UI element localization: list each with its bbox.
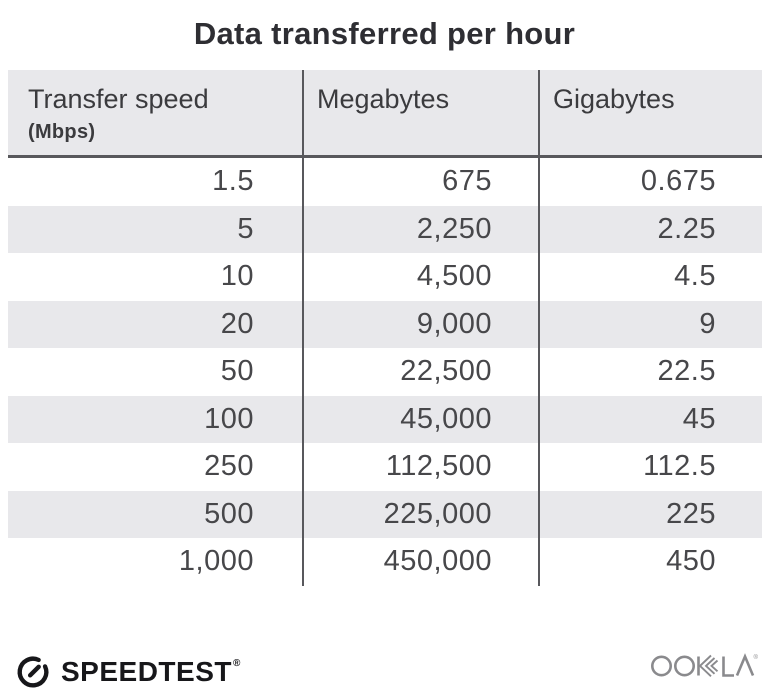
header-megabytes: Megabytes: [302, 70, 538, 155]
cell-megabytes: 9,000: [302, 300, 538, 348]
cell-megabytes: 225,000: [302, 490, 538, 538]
table-row: 250 112,500 112.5: [8, 443, 762, 491]
registered-trademark-icon: ®: [232, 658, 241, 669]
ookla-wordmark-icon: ®: [651, 653, 759, 677]
ookla-logo: ®: [650, 650, 759, 685]
cell-megabytes: 112,500: [302, 443, 538, 491]
cell-speed: 100: [204, 402, 254, 435]
cell-speed: 50: [220, 355, 254, 388]
cell-megabytes: 4,500: [302, 253, 538, 301]
table-row: 500 225,000 225: [8, 490, 762, 538]
cell-gigabytes: 9: [538, 300, 762, 348]
table-row: 1,000 450,000 450: [8, 538, 762, 586]
cell-speed: 1.5: [212, 165, 254, 198]
cell-gigabytes: 22.5: [538, 348, 762, 396]
cell-gigabytes: 45: [538, 395, 762, 443]
cell-speed: 250: [204, 450, 254, 483]
table-header-row: Transfer speed (Mbps) Megabytes Gigabyte…: [8, 70, 762, 158]
header-mbps-unit: (Mbps): [28, 121, 96, 144]
cell-speed: 5: [237, 212, 254, 245]
cell-gigabytes: 4.5: [538, 253, 762, 301]
data-table: Transfer speed (Mbps) Megabytes Gigabyte…: [8, 70, 762, 586]
page-title: Data transferred per hour: [193, 16, 576, 51]
header-transfer-speed: Transfer speed (Mbps): [8, 70, 302, 155]
table-row: 10 4,500 4.5: [8, 253, 762, 301]
table-row: 100 45,000 45: [8, 395, 762, 443]
header-gigabytes: Gigabytes: [538, 70, 762, 155]
cell-speed: 10: [220, 260, 254, 293]
cell-megabytes: 2,250: [302, 205, 538, 253]
cell-megabytes: 450,000: [302, 538, 538, 586]
cell-gigabytes: 2.25: [538, 205, 762, 253]
speedtest-logo: SPEEDTEST ®: [14, 653, 241, 691]
speedtest-gauge-icon: [17, 656, 49, 688]
cell-gigabytes: 450: [538, 538, 762, 586]
cell-speed: 1,000: [178, 545, 254, 578]
cell-speed: 20: [220, 307, 254, 340]
cell-megabytes: 22,500: [302, 348, 538, 396]
table-row: 50 22,500 22.5: [8, 348, 762, 396]
table-row: 5 2,250 2.25: [8, 205, 762, 253]
cell-gigabytes: 112.5: [538, 443, 762, 491]
cell-speed: 500: [204, 497, 254, 530]
cell-megabytes: 45,000: [302, 395, 538, 443]
header-transfer-speed-label: Transfer speed: [28, 84, 209, 114]
table-row: 20 9,000 9: [8, 300, 762, 348]
cell-gigabytes: 0.675: [538, 158, 762, 206]
table-row: 1.5 675 0.675: [8, 158, 762, 206]
cell-gigabytes: 225: [538, 490, 762, 538]
ookla-registered-trademark-icon: ®: [754, 654, 759, 661]
cell-megabytes: 675: [302, 158, 538, 206]
table-body: 1.5 675 0.675 5 2,250 2.25 10 4,500 4.5 …: [8, 158, 762, 586]
speedtest-wordmark: SPEEDTEST ®: [61, 656, 241, 688]
speedtest-wordmark-text: SPEEDTEST: [61, 656, 232, 687]
